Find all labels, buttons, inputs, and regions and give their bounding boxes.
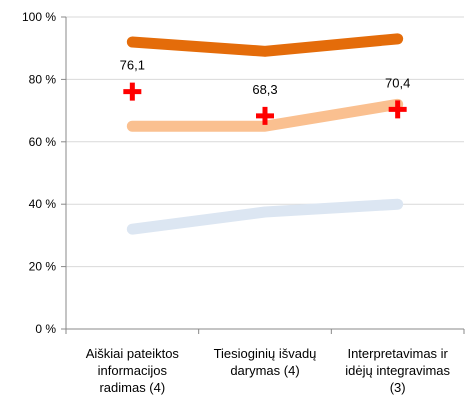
y-tick-label: 80 % <box>29 72 57 86</box>
series-line-1 <box>126 33 404 57</box>
data-labels: 76,1 68,3 70,4 <box>120 58 411 97</box>
x-category-label: Tiesioginių išvadų darymas (4) <box>214 346 317 378</box>
y-tick-label: 0 % <box>35 322 56 336</box>
data-label: 68,3 <box>252 82 277 97</box>
cross-marker <box>388 100 407 119</box>
y-tick-label: 40 % <box>29 197 57 211</box>
cross-marker <box>123 82 142 101</box>
axes <box>61 16 465 334</box>
y-tick-label: 20 % <box>29 260 57 274</box>
y-tick-label: 60 % <box>29 135 57 149</box>
series-line-3 <box>126 198 404 235</box>
series-line-2 <box>126 98 404 132</box>
y-tick-labels: 0 % 20 % 40 % 60 % 80 % 100 % <box>22 10 56 336</box>
x-category-label: Aiškiai pateiktos informacijos radimas (4) <box>86 346 180 395</box>
cross-marker <box>256 106 274 125</box>
data-label: 76,1 <box>120 58 145 73</box>
category-labels: Aiškiai pateiktos informacijos radimas (4)… <box>86 346 451 395</box>
data-label: 70,4 <box>385 75 410 90</box>
series-group <box>123 33 407 235</box>
x-category-label: Interpretavimas ir idėjų integravimas (3) <box>345 346 450 395</box>
y-tick-label: 100 % <box>22 10 56 24</box>
